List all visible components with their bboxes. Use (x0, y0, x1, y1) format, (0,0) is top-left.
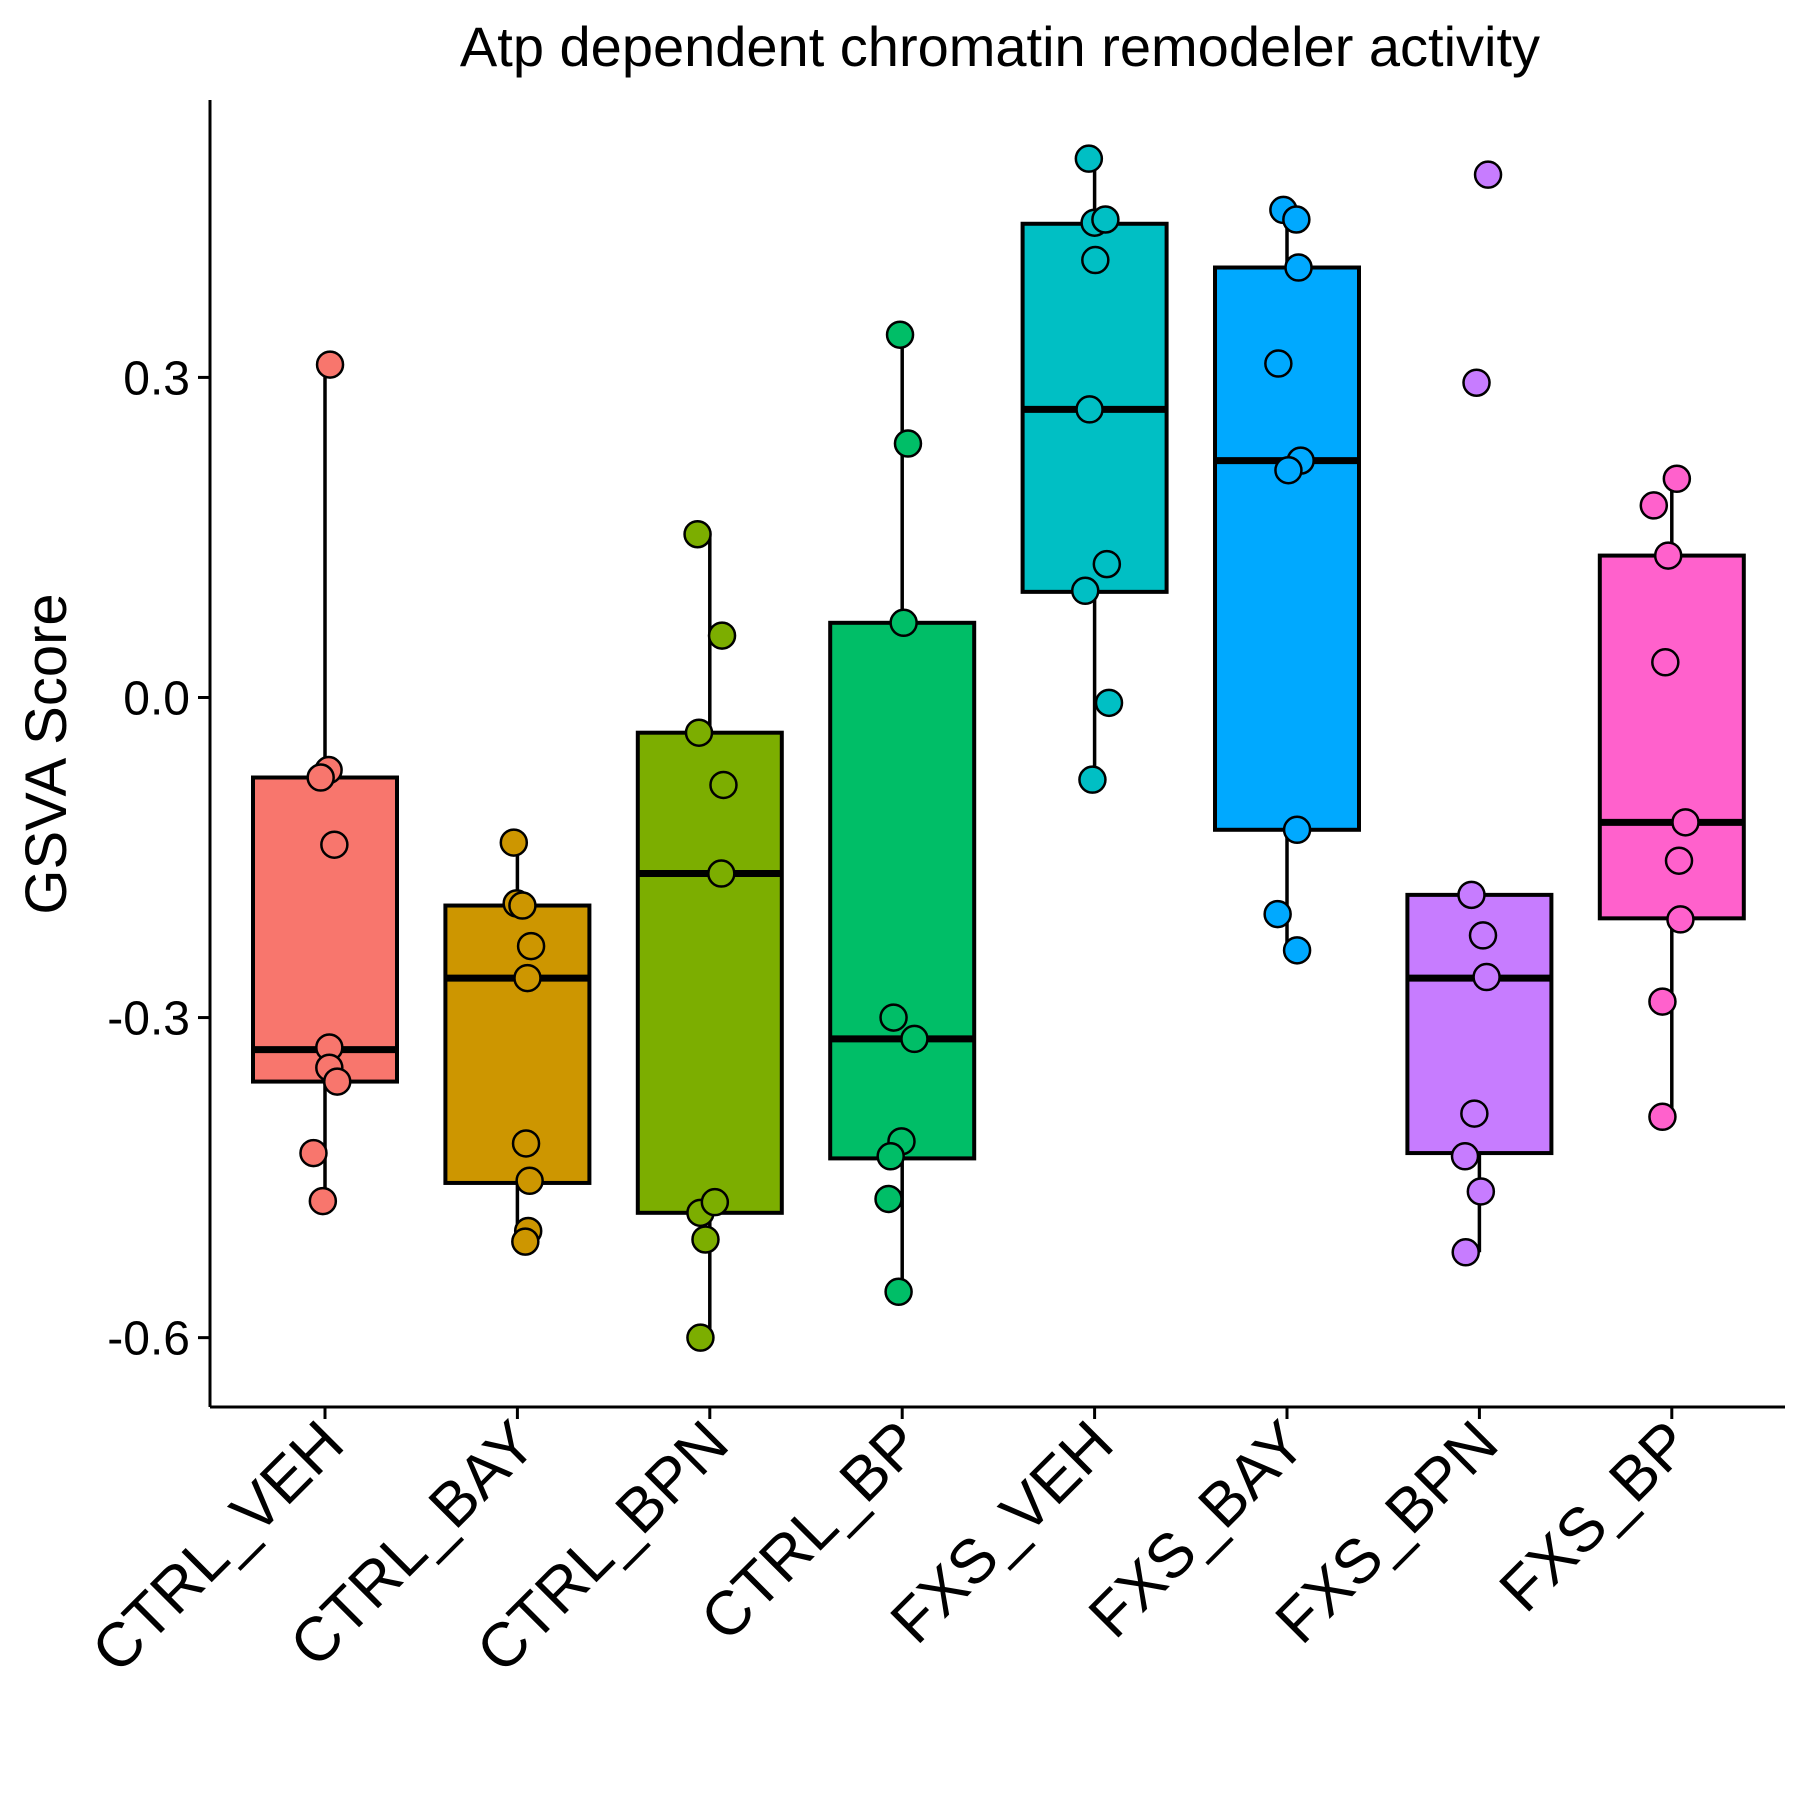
data-point (308, 1186, 338, 1216)
data-point (684, 718, 714, 747)
data-point (1648, 987, 1677, 1016)
plot-area (251, 144, 1746, 1352)
data-point (893, 429, 923, 458)
data-point (686, 1323, 715, 1352)
data-point (515, 1166, 544, 1196)
points-fxs-bp (1639, 464, 1700, 1132)
data-point (889, 608, 918, 638)
data-point (1662, 464, 1692, 494)
data-point (511, 1129, 541, 1158)
data-point (499, 828, 529, 857)
data-point (1651, 648, 1680, 677)
data-point (1450, 1142, 1480, 1171)
data-point (1639, 491, 1669, 520)
data-point (1070, 576, 1100, 606)
data-point (1282, 205, 1311, 234)
data-point (1091, 205, 1120, 234)
data-point (1274, 455, 1303, 485)
data-point (683, 519, 712, 549)
data-point (709, 770, 738, 800)
data-point (874, 1184, 903, 1214)
data-point (1264, 349, 1293, 378)
points-ctrl-veh (299, 350, 352, 1216)
data-point (884, 1277, 913, 1307)
data-point (1092, 549, 1122, 579)
data-point (1653, 541, 1683, 570)
data-point (1472, 962, 1501, 992)
box (635, 730, 784, 1215)
points-fxs-bpn (1450, 160, 1503, 1267)
points-ctrl-bay (499, 828, 546, 1256)
data-point (1671, 808, 1700, 837)
data-point (320, 830, 349, 859)
data-point (516, 931, 546, 961)
data-point (1075, 395, 1104, 424)
data-point (1664, 846, 1694, 875)
data-point (707, 859, 736, 888)
box (251, 775, 399, 1084)
data-point (1284, 253, 1313, 282)
data-point (900, 1024, 929, 1054)
box-group-fxs-bp (1597, 478, 1746, 1119)
box-group-ctrl-bp (828, 334, 977, 1292)
data-point (1451, 1238, 1480, 1267)
data-point (1648, 1102, 1677, 1132)
data-point (513, 963, 542, 993)
data-point (1263, 899, 1292, 929)
y-tick-label: 0.0 (123, 672, 190, 725)
data-point (1282, 815, 1312, 845)
data-point (885, 320, 915, 349)
data-point (1466, 1177, 1496, 1206)
y-tick-label: 0.3 (123, 352, 190, 405)
data-point (879, 1003, 908, 1032)
data-point (322, 1067, 352, 1096)
box-group-ctrl-veh (251, 366, 399, 1199)
data-point (1078, 765, 1107, 794)
data-point (876, 1142, 905, 1171)
data-point (508, 891, 537, 920)
data-point (1468, 921, 1498, 950)
data-point (315, 350, 345, 379)
points-ctrl-bpn (683, 519, 738, 1352)
data-point (1094, 688, 1124, 718)
data-point (511, 1227, 540, 1256)
y-axis-label: GSVA Score (14, 593, 79, 914)
points-ctrl-bp (874, 320, 929, 1307)
box (1213, 265, 1361, 832)
data-point (1074, 144, 1104, 173)
data-point (1462, 368, 1491, 397)
y-tick-label: -0.3 (107, 993, 190, 1046)
data-point (306, 763, 335, 792)
data-point (700, 1187, 730, 1217)
x-tick-label: FXS_BP (1487, 1408, 1704, 1625)
data-point (1460, 1099, 1489, 1128)
data-point (1282, 936, 1312, 965)
chart-title: Atp dependent chromatin remodeler activi… (460, 15, 1540, 78)
box (828, 620, 977, 1161)
data-point (1081, 245, 1110, 275)
points-fxs-veh (1070, 144, 1124, 794)
data-point (1666, 905, 1695, 934)
data-point (1473, 160, 1503, 189)
data-point (691, 1225, 720, 1254)
y-tick-label: -0.6 (107, 1313, 190, 1366)
points-fxs-bay (1263, 195, 1315, 965)
data-point (707, 621, 737, 650)
data-point (1457, 880, 1486, 910)
box-group-ctrl-bpn (635, 535, 784, 1338)
data-point (299, 1138, 328, 1168)
